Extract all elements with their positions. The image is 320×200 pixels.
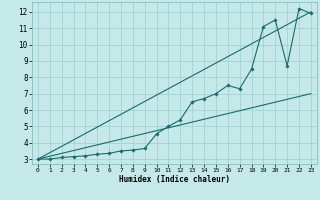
- X-axis label: Humidex (Indice chaleur): Humidex (Indice chaleur): [119, 175, 230, 184]
